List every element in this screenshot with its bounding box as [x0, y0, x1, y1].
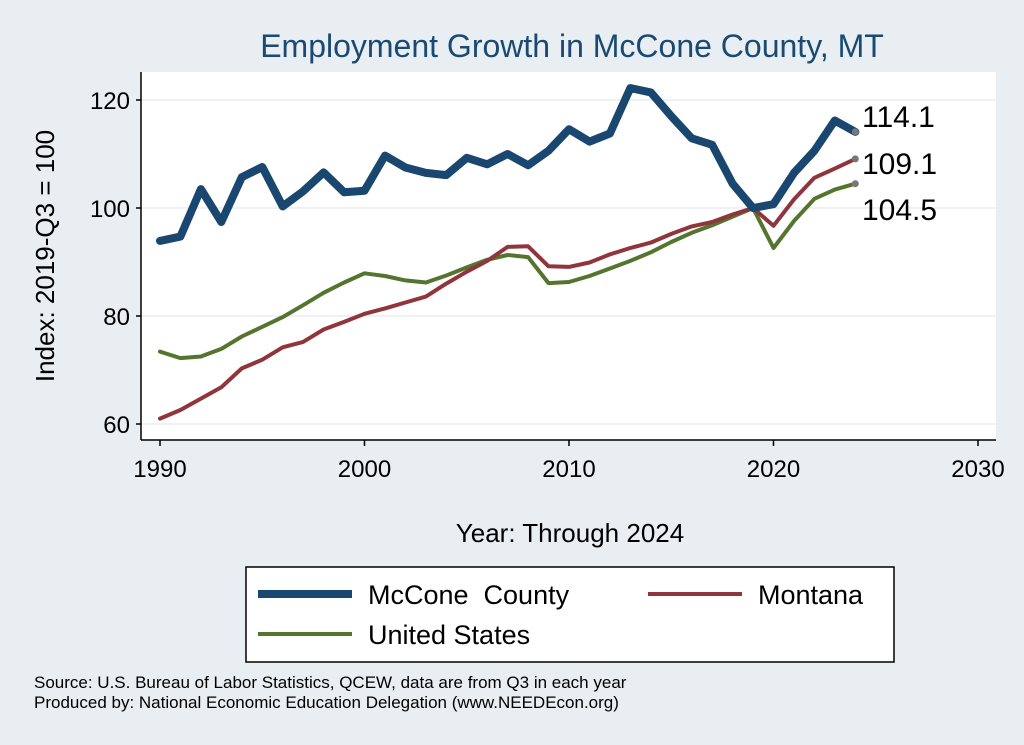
end-point-montana [851, 155, 859, 163]
x-axis: 1990 2000 2010 2020 2030 [133, 439, 1005, 483]
y-tick-label-100: 100 [90, 196, 130, 223]
x-tick-label-2030: 2030 [951, 456, 1004, 483]
end-point-mccone-county [851, 128, 859, 136]
legend-label-united-states: United States [368, 620, 530, 650]
series-lines [156, 84, 860, 421]
y-tick-label-60: 60 [103, 412, 130, 439]
legend-label-montana: Montana [758, 580, 864, 610]
end-label-united-states: 104.5 [862, 194, 937, 227]
gridlines [141, 99, 996, 425]
end-labels: 114.1 109.1 104.5 [862, 101, 937, 227]
x-axis-label: Year: Through 2024 [456, 518, 684, 548]
produced-by-note: Produced by: National Economic Education… [34, 693, 619, 712]
series-line-montana [158, 156, 858, 421]
y-tick-label-120: 120 [90, 88, 130, 115]
x-tick-label-2020: 2020 [747, 456, 800, 483]
end-label-montana: 109.1 [862, 148, 937, 181]
source-note: Source: U.S. Bureau of Labor Statistics,… [34, 673, 627, 692]
end-label-mccone-county: 114.1 [862, 101, 935, 134]
series-line-mccone-county [156, 84, 860, 245]
legend-label-mccone: McCone County [368, 580, 570, 610]
legend-box [245, 566, 895, 663]
y-tick-label-80: 80 [103, 304, 130, 331]
x-tick-label-2010: 2010 [542, 456, 595, 483]
y-axis: 60 80 100 120 [90, 72, 142, 440]
chart-title: Employment Growth in McCone County, MT [260, 28, 884, 64]
legend: McCone County Montana United States [245, 566, 895, 663]
x-tick-label-1990: 1990 [133, 456, 186, 483]
y-axis-label: Index: 2019-Q3 = 100 [30, 130, 60, 382]
end-point-united-states [851, 180, 859, 188]
x-tick-label-2000: 2000 [338, 456, 391, 483]
